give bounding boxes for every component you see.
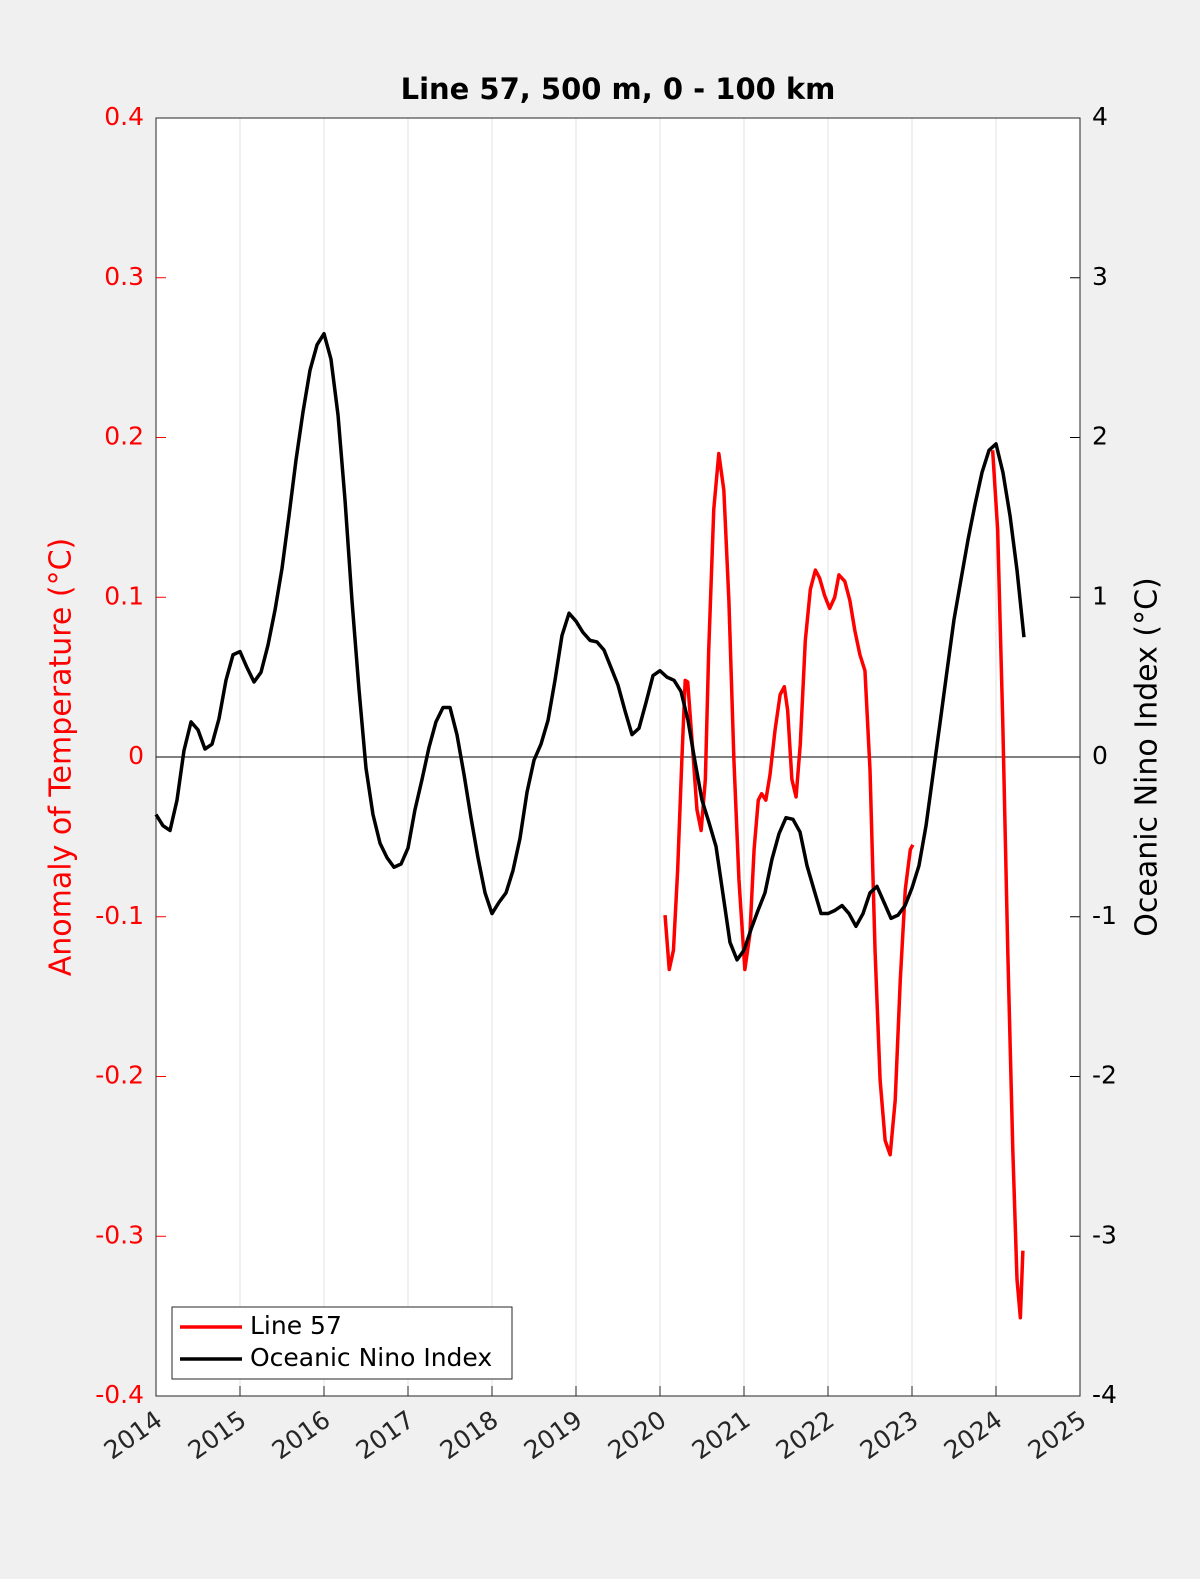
legend-box — [171, 1306, 513, 1380]
y-tick-label: -0.3 — [95, 1220, 144, 1249]
y-tick-label: -0.2 — [95, 1061, 144, 1090]
y2-tick-label: -4 — [1092, 1380, 1117, 1409]
y2-tick-label: 4 — [1092, 102, 1108, 131]
plot-frame — [155, 117, 1081, 1397]
x-tick-label: 2023 — [855, 1405, 924, 1465]
y2-tick-label: 3 — [1092, 262, 1108, 291]
y-tick-label: -0.4 — [95, 1380, 144, 1409]
y2-tick-label: 2 — [1092, 422, 1108, 451]
y-tick-label: -0.1 — [95, 901, 144, 930]
series-line — [154, 331, 1026, 962]
x-tick-label: 2021 — [687, 1405, 756, 1465]
legend-label: Oceanic Nino Index — [250, 1343, 492, 1372]
y-tick-label: 0.2 — [104, 422, 144, 451]
y2-axis-label: Oceanic Nino Index (°C) — [1130, 577, 1165, 937]
x-tick-label: 2024 — [939, 1405, 1008, 1465]
y-axis-label: Anomaly of Temperature (°C) — [44, 538, 79, 977]
x-tick-label: 2018 — [435, 1405, 504, 1465]
x-tick-label: 2016 — [267, 1405, 336, 1465]
chart-title: Line 57, 500 m, 0 - 100 km — [401, 72, 836, 106]
x-tick-label: 2015 — [183, 1405, 252, 1465]
y2-tick-label: 1 — [1092, 581, 1108, 610]
y2-tick-label: -1 — [1092, 901, 1117, 930]
series-line — [663, 450, 1025, 1320]
y2-tick-label: -2 — [1092, 1061, 1117, 1090]
x-tick-label: 2020 — [603, 1405, 672, 1465]
y2-tick-label: 0 — [1092, 741, 1108, 770]
y-tick-label: 0 — [128, 741, 144, 770]
y2-tick-label: -3 — [1092, 1220, 1117, 1249]
x-tick-label: 2019 — [519, 1405, 588, 1465]
y-tick-label: 0.1 — [104, 581, 144, 610]
y-tick-label: 0.3 — [104, 262, 144, 291]
x-tick-label: 2017 — [351, 1405, 420, 1465]
x-tick-label: 2022 — [771, 1405, 840, 1465]
legend-label: Line 57 — [250, 1311, 342, 1340]
x-tick-label: 2025 — [1023, 1405, 1092, 1465]
x-tick-label: 2014 — [99, 1405, 168, 1465]
y-tick-label: 0.4 — [104, 102, 144, 131]
